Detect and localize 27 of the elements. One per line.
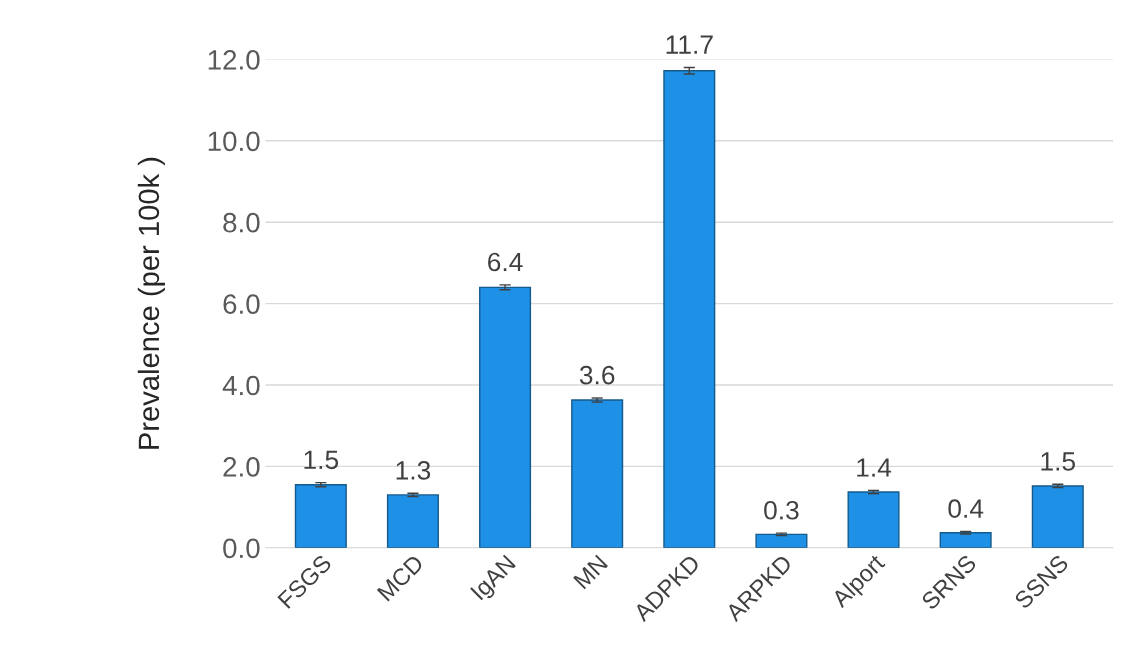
bar: [1031, 485, 1084, 548]
y-tick-label: 2.0: [223, 457, 260, 477]
data-label: 1.5: [304, 450, 339, 470]
data-label: 0.4: [948, 499, 984, 518]
data-label: 1.5: [1041, 452, 1076, 471]
data-label: 3.6: [579, 365, 615, 385]
bar: [479, 286, 532, 548]
y-tick-label: 12.0: [208, 50, 260, 70]
y-tick-label: 6.0: [223, 294, 260, 314]
data-label: 1.3: [396, 461, 431, 480]
data-label: 11.7: [666, 35, 713, 54]
bar: [939, 532, 992, 548]
data-label: 1.4: [857, 458, 892, 477]
y-tick-label: 8.0: [223, 212, 260, 233]
bar: [294, 484, 347, 548]
bar: [847, 491, 900, 548]
bar: [386, 494, 439, 548]
x-tick-label: MN: [573, 554, 608, 590]
bar: [755, 533, 808, 548]
bar: [571, 399, 624, 548]
data-label: 0.3: [764, 500, 799, 520]
y-tick-label: 4.0: [222, 375, 260, 396]
y-tick-label: 10.0: [208, 131, 260, 152]
data-label: 6.4: [488, 252, 523, 272]
y-tick-label: 0.0: [223, 538, 260, 559]
y-axis-title: Prevalence (per 100k ): [137, 157, 165, 449]
bar: [663, 70, 716, 548]
